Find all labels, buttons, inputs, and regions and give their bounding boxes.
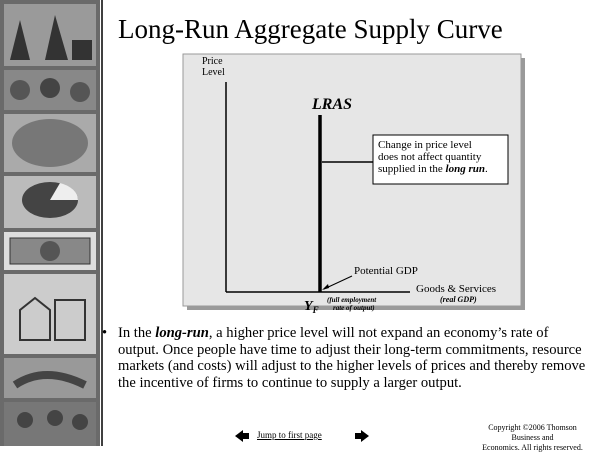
x-axis-sublabel: (real GDP): [440, 295, 477, 304]
x-axis-label: Goods & Services: [416, 283, 496, 295]
output-symbol: Y: [304, 299, 314, 314]
copyright-line: Economics. All rights reserved.: [482, 443, 583, 452]
pointer-label: Potential GDP: [354, 265, 418, 277]
output-note: (full employment: [327, 296, 377, 304]
slide-title: Long-Run Aggregate Supply Curve: [118, 14, 503, 44]
callout-text: supplied in the: [378, 163, 446, 175]
text: In the: [118, 325, 156, 341]
text: , a higher price level will not expand a…: [118, 325, 586, 391]
output-symbol: YF: [304, 299, 319, 315]
callout-text: Change in price level: [378, 139, 472, 151]
copyright-line: Copyright ©2006 Thomson Business and: [488, 423, 577, 442]
callout-emphasis: long run: [446, 163, 485, 175]
output-subscript: F: [312, 305, 319, 315]
y-axis-label: Price: [202, 56, 223, 67]
side-strip: [0, 0, 103, 446]
callout-text: supplied in the long run.: [378, 163, 488, 175]
curve-label: LRAS: [311, 96, 352, 113]
lras-diagram: Price Level LRAS Change in price level d…: [182, 53, 525, 315]
output-note: rate of output): [333, 304, 375, 312]
callout-box: [372, 134, 509, 185]
y-axis-label: Level: [202, 67, 225, 78]
bullet-dot: •: [102, 325, 108, 341]
copyright: Copyright ©2006 Thomson Business and Econ…: [475, 423, 590, 453]
callout-text: .: [485, 163, 488, 175]
first-page-link[interactable]: Jump to first page: [257, 430, 322, 440]
bullet-text: • In the long-run, a higher price level w…: [102, 325, 588, 391]
emphasis: long-run: [155, 325, 209, 341]
nav-arrows: [235, 430, 369, 442]
callout-text: does not affect quantity: [378, 151, 482, 163]
